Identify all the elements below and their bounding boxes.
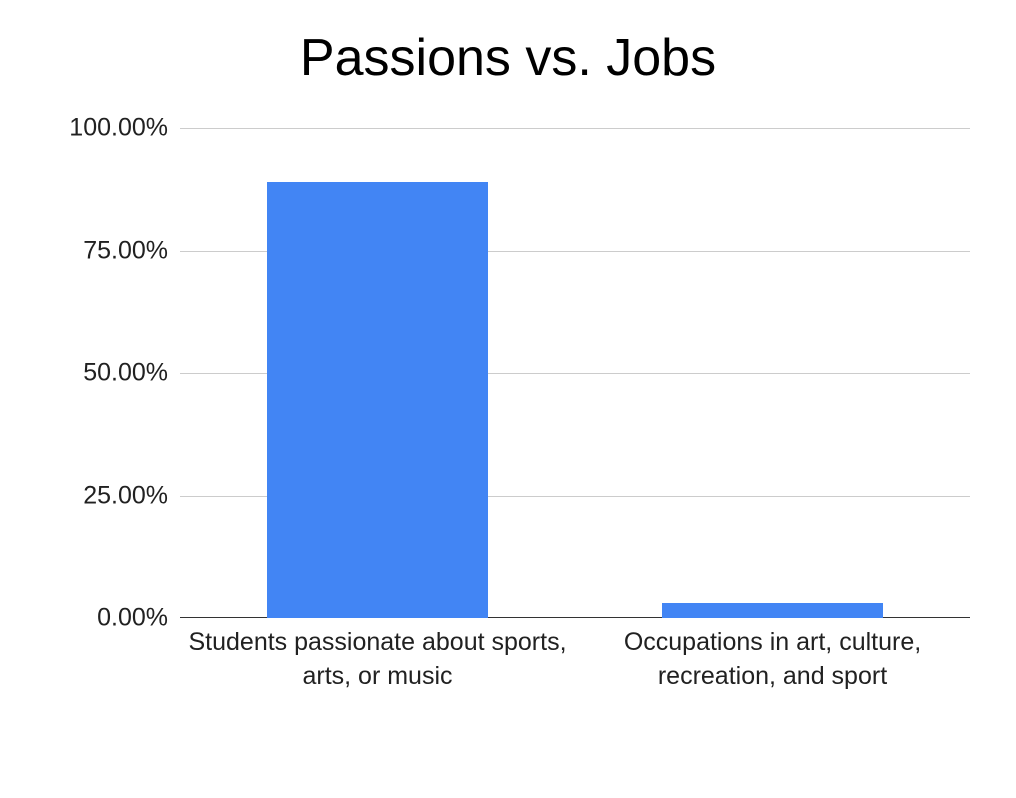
y-tick-label: 50.00% <box>83 359 168 388</box>
gridline <box>180 128 970 129</box>
bar <box>267 182 488 618</box>
chart-title: Passions vs. Jobs <box>0 0 1016 128</box>
y-tick-label: 0.00% <box>97 604 168 633</box>
y-axis: 0.00%25.00%50.00%75.00%100.00% <box>0 128 180 618</box>
y-tick-label: 100.00% <box>69 114 168 143</box>
x-axis-label: Students passionate about sports, arts, … <box>180 626 575 694</box>
y-tick-label: 25.00% <box>83 481 168 510</box>
plot-region <box>180 128 970 618</box>
x-axis-label: Occupations in art, culture, recreation,… <box>575 626 970 694</box>
y-tick-label: 75.00% <box>83 236 168 265</box>
chart-area: 0.00%25.00%50.00%75.00%100.00% Students … <box>0 128 1016 778</box>
bar <box>662 603 883 618</box>
